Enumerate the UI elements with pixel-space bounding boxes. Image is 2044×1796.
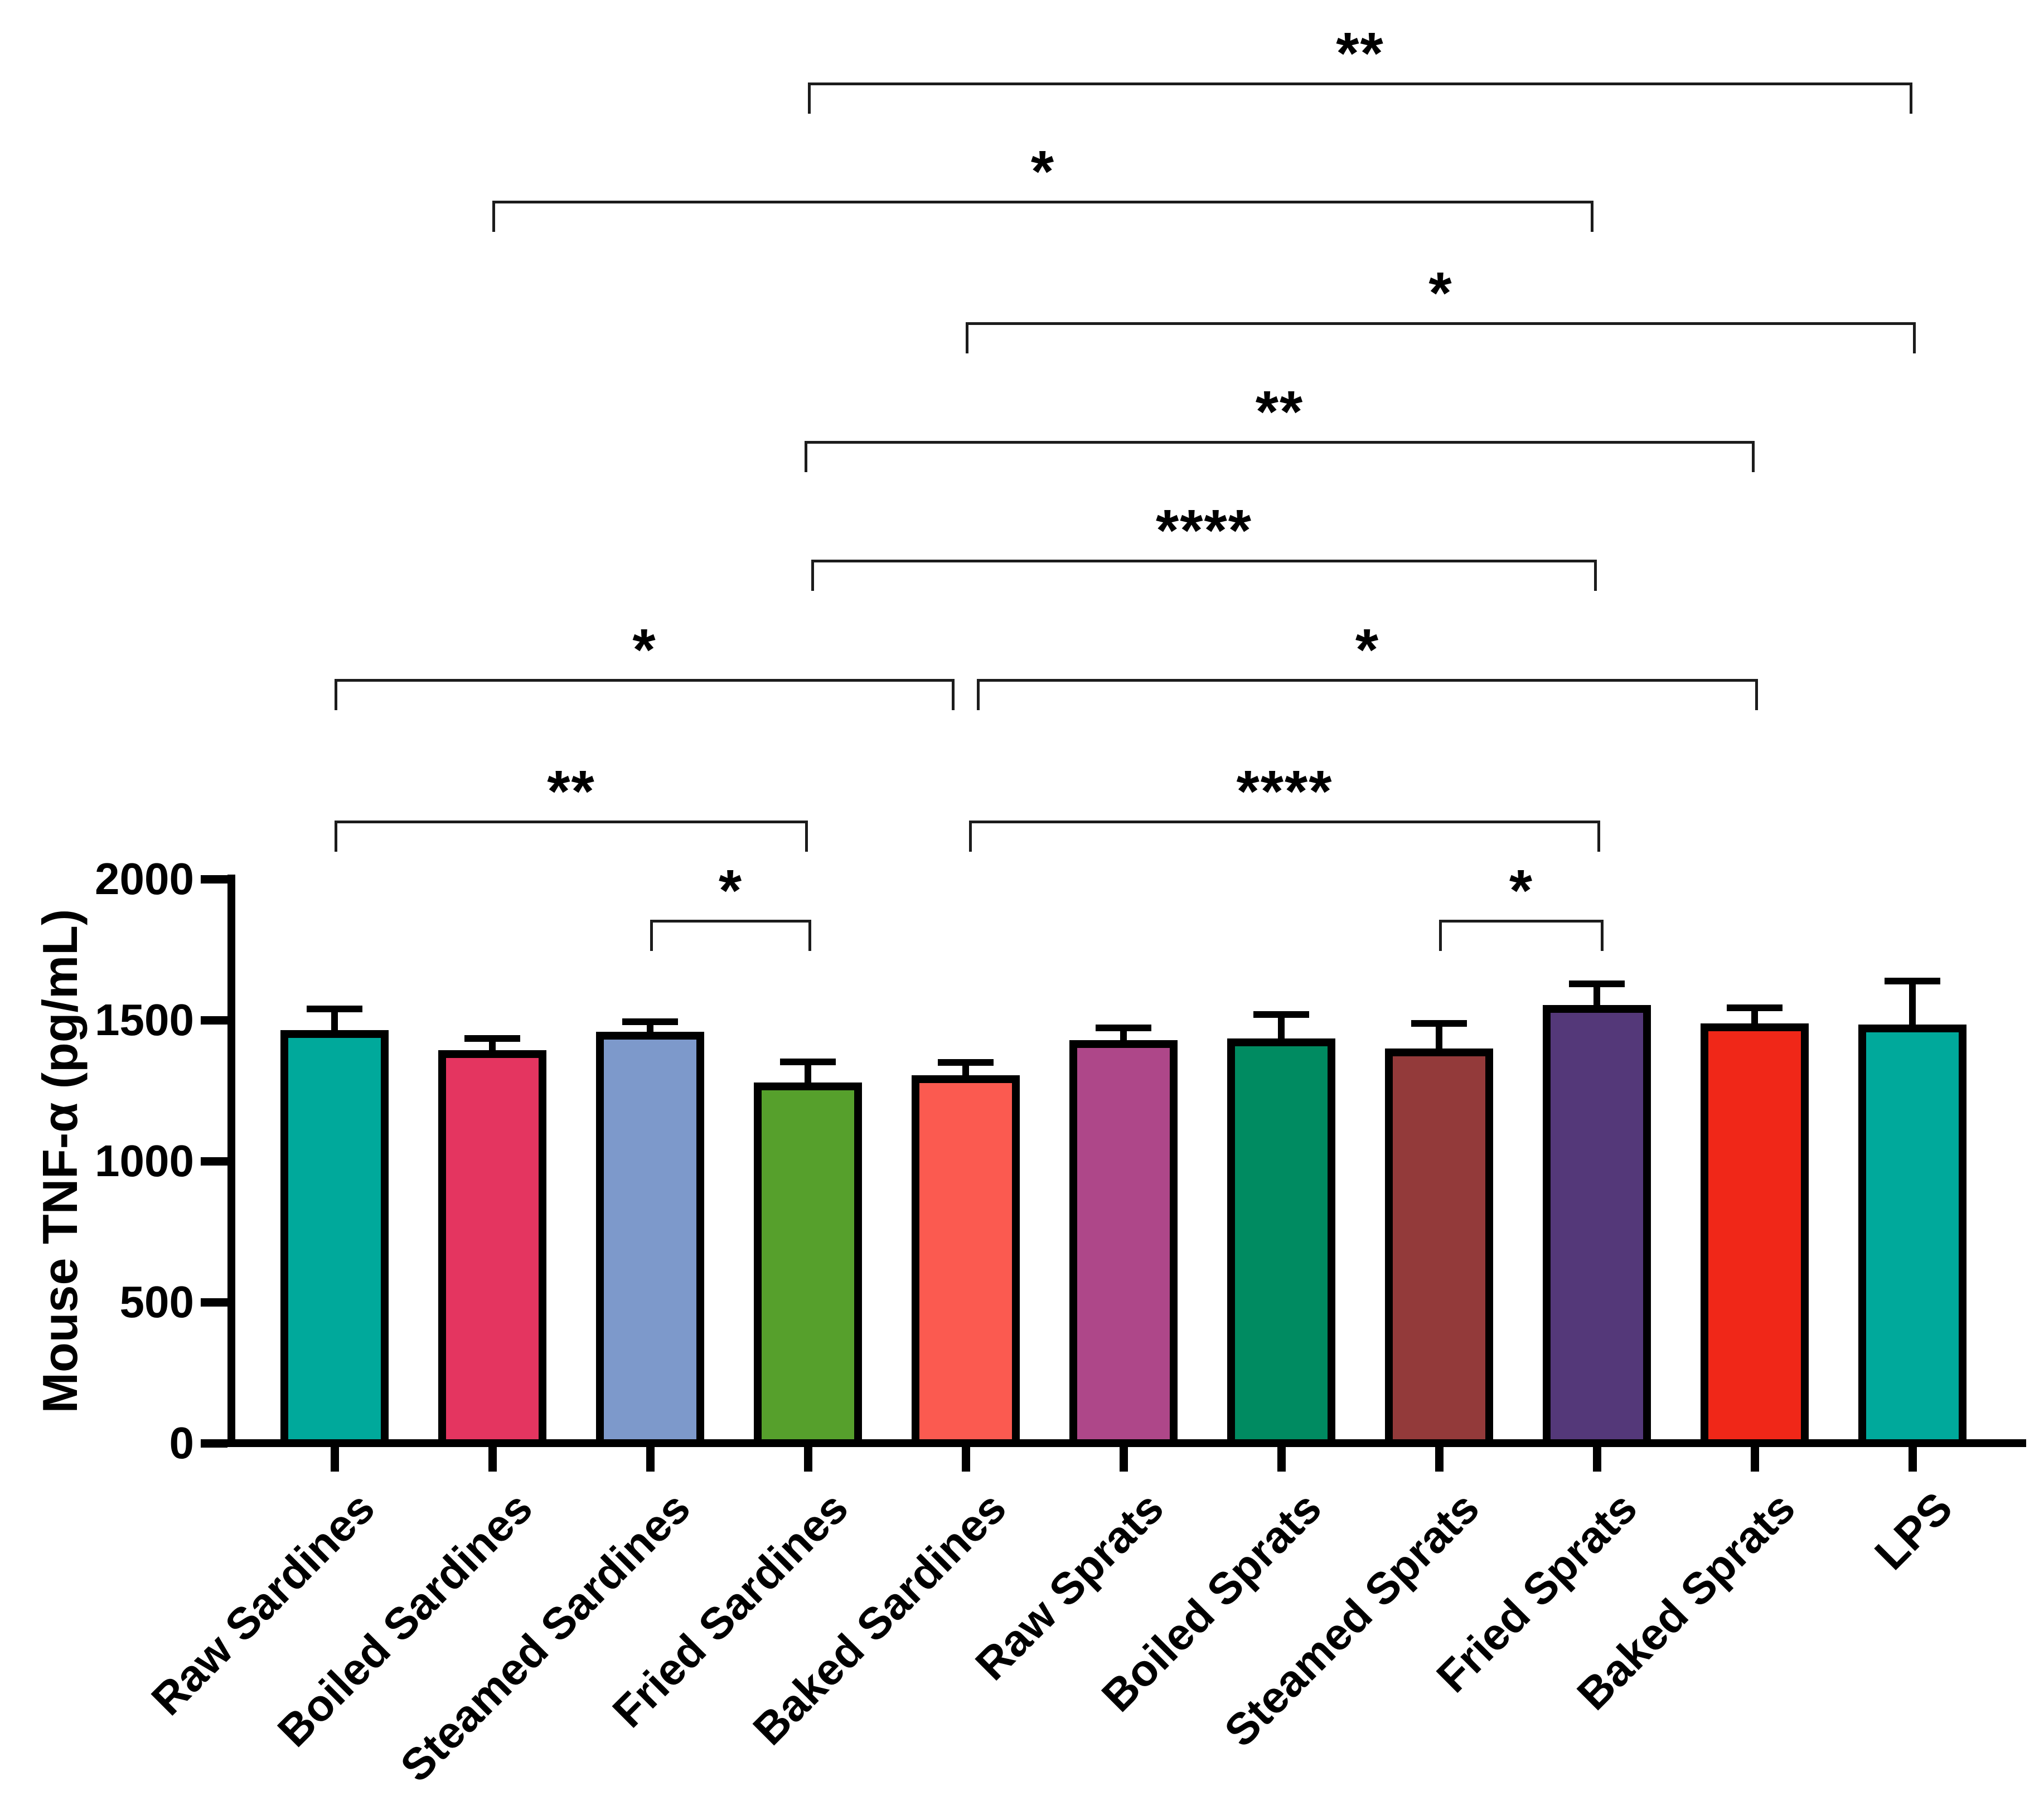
significance-bracket-drop: [805, 441, 807, 472]
significance-label: *: [1428, 260, 1453, 326]
significance-bracket-line: [811, 560, 1597, 562]
x-axis-tick: [330, 1447, 339, 1472]
bar-steamed-sprats: [1385, 1049, 1493, 1447]
significance-label: ****: [1155, 498, 1252, 564]
significance-bracket-drop: [492, 201, 495, 232]
bar-boiled-sprats: [1227, 1038, 1335, 1447]
bar-boiled-sardines: [438, 1050, 546, 1447]
bar-fried-sprats: [1543, 1004, 1651, 1447]
x-axis-tick: [1750, 1447, 1759, 1472]
significance-bracket-drop: [1594, 560, 1597, 591]
significance-bracket-drop: [1591, 201, 1593, 232]
significance-bracket-drop: [811, 560, 814, 591]
significance-bracket-line: [335, 679, 955, 682]
x-axis-tick: [1435, 1447, 1444, 1472]
bar-steamed-sardines: [596, 1031, 704, 1447]
x-category-label: LPS: [1865, 1482, 1962, 1579]
x-category-label: Steamed Sardines: [391, 1482, 700, 1792]
significance-label: *: [1509, 858, 1534, 924]
bar-baked-sardines: [912, 1075, 1020, 1447]
significance-label: *: [632, 617, 657, 683]
significance-bracket-line: [1439, 920, 1604, 923]
significance-bracket-line: [650, 920, 811, 923]
significance-bracket-line: [966, 322, 1916, 325]
error-bar-cap: [1253, 1011, 1309, 1018]
significance-label: *: [718, 858, 743, 924]
error-bar-cap: [1096, 1025, 1151, 1032]
significance-bracket-drop: [952, 679, 955, 710]
error-bar-cap: [780, 1058, 836, 1065]
y-tick-label: 2000: [95, 854, 194, 904]
significance-bracket-line: [492, 201, 1593, 203]
x-axis-tick: [803, 1447, 812, 1472]
significance-bracket-line: [808, 82, 1912, 85]
significance-bracket-drop: [1439, 920, 1442, 951]
error-bar-cap: [1569, 980, 1625, 988]
y-tick-label: 1500: [95, 995, 194, 1045]
significance-bracket-drop: [1752, 441, 1755, 472]
y-axis-line: [227, 875, 235, 1447]
significance-bracket-drop: [977, 679, 980, 710]
error-bar-stem: [1909, 981, 1916, 1035]
x-axis-tick: [646, 1447, 655, 1472]
error-bar-cap: [1885, 978, 1940, 985]
bar-baked-sprats: [1701, 1023, 1809, 1447]
significance-bracket-drop: [966, 322, 968, 353]
significance-label: **: [1255, 379, 1304, 445]
y-axis-tick: [201, 1439, 227, 1448]
significance-bracket-line: [969, 821, 1600, 823]
significance-bracket-drop: [1601, 920, 1604, 951]
significance-bracket-drop: [650, 920, 653, 951]
x-axis-tick: [1119, 1447, 1128, 1472]
x-axis-tick: [1277, 1447, 1286, 1472]
significance-bracket-line: [335, 821, 808, 823]
error-bar-cap: [1411, 1020, 1467, 1027]
x-axis-tick: [1908, 1447, 1917, 1472]
error-bar-cap: [464, 1035, 520, 1042]
significance-bracket-drop: [808, 920, 811, 951]
error-bar-cap: [938, 1059, 994, 1066]
x-axis-tick: [961, 1447, 970, 1472]
y-axis-tick: [201, 875, 227, 884]
significance-label: *: [1355, 617, 1380, 683]
bar-lps: [1858, 1025, 1966, 1447]
y-axis-tick: [201, 1298, 227, 1307]
x-axis-tick: [488, 1447, 497, 1472]
significance-bracket-line: [977, 679, 1758, 682]
y-tick-label: 500: [119, 1277, 194, 1327]
significance-label: *: [1030, 139, 1055, 205]
y-tick-label: 1000: [95, 1136, 194, 1186]
significance-bracket-drop: [969, 821, 972, 852]
significance-bracket-drop: [1755, 679, 1758, 710]
significance-label: ****: [1236, 759, 1333, 824]
x-axis-tick: [1592, 1447, 1601, 1472]
significance-bracket-drop: [805, 821, 808, 852]
bar-raw-sprats: [1069, 1040, 1178, 1447]
significance-bracket-drop: [335, 679, 337, 710]
error-bar-cap: [1727, 1004, 1783, 1012]
bar-fried-sardines: [754, 1082, 862, 1447]
error-bar-cap: [622, 1018, 678, 1025]
significance-bracket-drop: [808, 82, 811, 114]
y-axis-tick: [201, 1016, 227, 1025]
y-axis-tick: [201, 1157, 227, 1166]
y-tick-label: 0: [169, 1418, 195, 1468]
bar-raw-sardines: [280, 1030, 389, 1447]
significance-bracket-drop: [1913, 322, 1916, 353]
significance-bracket-drop: [1910, 82, 1912, 114]
significance-label: **: [1336, 21, 1384, 86]
significance-label: **: [547, 759, 595, 824]
significance-bracket-drop: [335, 821, 337, 852]
significance-bracket-line: [805, 441, 1755, 444]
significance-bracket-drop: [1597, 821, 1600, 852]
error-bar-cap: [307, 1005, 362, 1012]
